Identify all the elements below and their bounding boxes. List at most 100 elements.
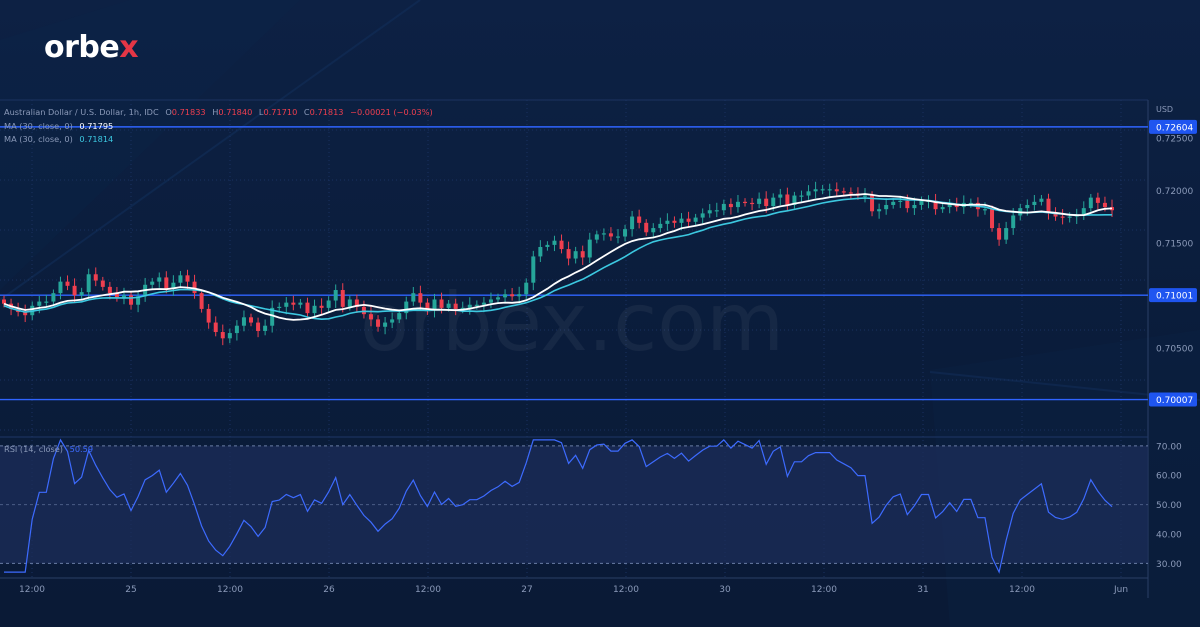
candle-up [630,216,635,230]
candle-down [1046,198,1051,214]
change-value: −0.00021 (−0.03%) [350,107,433,117]
candle-down [256,322,261,331]
candle-up [51,293,56,302]
candle-down [608,233,613,237]
candle-down [834,189,839,192]
candle-up [150,281,155,285]
candle-down [185,275,190,282]
candle-up [524,282,529,295]
candle-up [503,294,508,298]
open-value: 0.71833 [172,107,206,117]
ma1-legend: MA (30, close, 0) 0.71795 [4,121,113,131]
level-tag-label: 0.72604 [1156,123,1193,133]
candle-up [1081,208,1086,215]
candle-down [905,200,910,209]
candle-up [37,301,42,306]
candle-down [559,240,564,250]
ma2-legend: MA (30, close, 0) 0.71814 [4,134,113,144]
candle-up [1067,216,1072,218]
time-tick-label: Jun [1113,585,1128,595]
candle-up [919,200,924,205]
time-tick-label: 12:00 [415,585,441,595]
level-tag [1149,119,1197,134]
time-tick-label: 25 [125,585,136,595]
candle-up [538,246,543,257]
candle-down [129,295,134,305]
candle-up [474,304,479,306]
candle-up [411,293,416,302]
grid [0,100,1148,578]
candle-up [693,217,698,222]
time-tick-label: 12:00 [613,585,639,595]
candle-up [121,295,126,298]
candle-down [785,194,790,205]
level-tag [1149,392,1197,407]
candle-up [792,195,797,205]
candle-up [884,204,889,210]
low-value: 0.71710 [263,107,297,117]
price-tick-label: 0.71500 [1156,239,1193,249]
candle-down [848,192,853,194]
level-tag-label: 0.70007 [1156,396,1193,406]
candle-up [827,189,832,191]
close-value: 0.71813 [310,107,344,117]
candle-up [771,197,776,207]
time-tick-label: 12:00 [811,585,837,595]
candle-up [241,317,246,326]
candle-up [227,333,232,339]
rsi-band [0,445,1148,564]
rsi-legend: RSI (14, close) 50.59 [4,444,93,454]
candle-up [136,296,141,305]
candle-down [1060,216,1065,218]
candle-down [368,314,373,320]
candle-down [510,294,515,297]
candle-up [390,319,395,323]
level-tag-label: 0.71001 [1156,292,1193,302]
rsi-tick-label: 70.00 [1156,442,1182,452]
ma-white-line [3,193,1113,321]
level-tag [1149,288,1197,303]
candle-up [277,306,282,309]
ma2-label: MA (30, close, 0) [4,134,73,144]
price-axis-ticks: 0.72500 0.72000 0.71500 0.70500 [1156,134,1193,354]
rsi-tick-label: 30.00 [1156,560,1182,570]
candle-up [446,303,451,308]
candle-up [658,223,663,229]
ma2-value: 0.71814 [79,134,113,144]
candle-up [615,236,620,238]
logo-text: orbe [44,30,120,65]
candle-up [58,281,63,294]
candle-up [263,325,268,331]
ma1-value: 0.71795 [79,121,113,131]
candle-up [651,228,656,233]
candle-down [305,302,310,314]
candle-up [404,301,409,314]
candle-up [912,204,917,209]
candle-up [517,294,522,297]
candle-down [764,198,769,207]
candle-up [333,290,338,301]
candle-up [326,300,331,308]
candle-down [319,305,324,308]
candle-up [298,302,303,305]
candle-down [114,293,119,298]
candle-down [1053,213,1058,217]
candle-up [171,282,176,289]
rsi-tick-label: 50.00 [1156,501,1182,511]
ma1-label: MA (30, close, 0) [4,121,73,131]
candle-down [100,280,105,287]
time-tick-label: 31 [917,585,928,595]
currency-label: USD [1156,105,1173,114]
candle-down [249,317,254,323]
candle-up [157,277,162,282]
time-axis-ticks: 12:00 25 12:00 26 12:00 27 12:00 30 12:00 31 12:00… [19,585,1128,595]
candle-down [870,195,875,212]
candle-down [206,308,211,323]
candle-down [361,306,366,315]
candle-down [1095,197,1100,203]
rsi-line [4,438,1113,574]
candle-up [79,292,84,296]
horizontal-levels [0,126,1148,401]
candle-down [580,251,585,258]
